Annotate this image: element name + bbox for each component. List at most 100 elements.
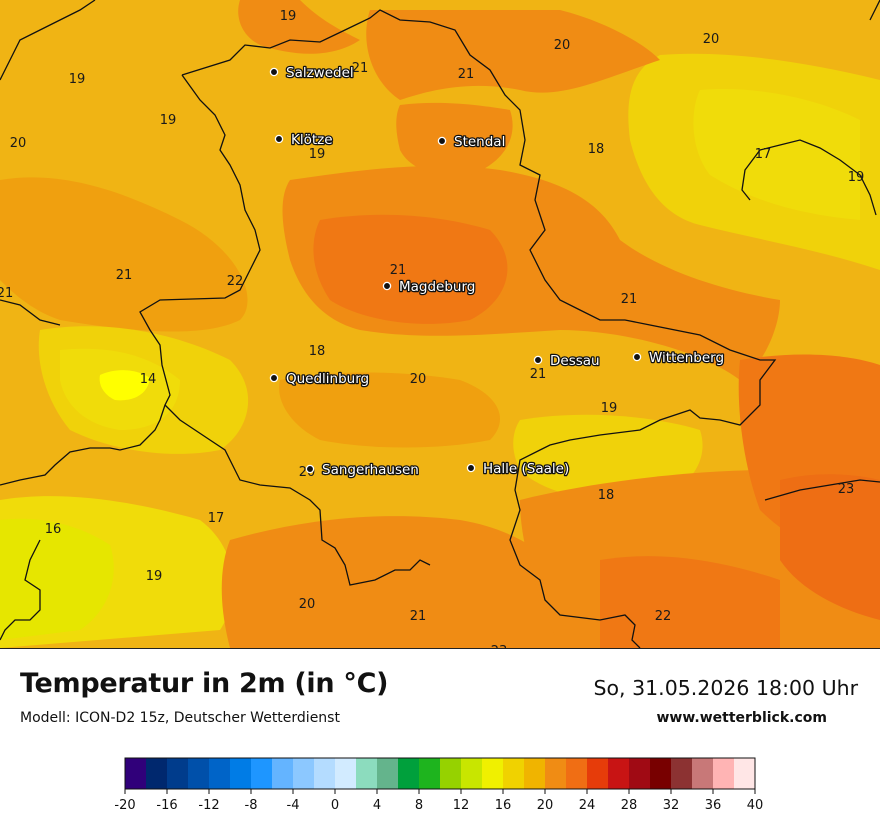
temperature-value: 17 (208, 511, 225, 526)
website-link[interactable]: www.wetterblick.com (656, 710, 828, 726)
temp-zone-t20 (279, 372, 500, 448)
city-marker: Klötze (274, 131, 334, 149)
temperature-value: 18 (309, 344, 326, 359)
temperature-field (0, 0, 880, 648)
legend-tick-label: 8 (415, 798, 423, 813)
legend-color-cell (251, 758, 273, 789)
city-dot (533, 355, 543, 365)
temp-zone-t22 (600, 556, 780, 648)
temperature-value: 23 (491, 644, 508, 648)
temperature-value: 21 (410, 609, 427, 624)
legend-tick-label: 20 (537, 798, 554, 813)
legend-color-cell (335, 758, 357, 789)
city-marker: Magdeburg (382, 278, 477, 296)
legend-color-cell (503, 758, 525, 789)
model-info: Modell: ICON-D2 15z, Deutscher Wetterdie… (20, 710, 340, 726)
temperature-value: 22 (227, 274, 244, 289)
weather-map: 19 19 21 21 20 20 19 20 19 18 17 19 21 21 22 21 21 18 14 20… (0, 0, 880, 649)
temp-zone-t21 (221, 516, 580, 648)
temperature-value: 19 (848, 170, 865, 185)
temperature-value: 17 (755, 147, 772, 162)
city-dot (274, 134, 284, 144)
temp-zone-t23 (780, 474, 880, 620)
city-dot (466, 463, 476, 473)
legend-color-cell (146, 758, 168, 789)
city-label: Sangerhausen (322, 462, 419, 478)
legend-color-cell (230, 758, 252, 789)
city-markers: Salzwedel Klötze Stendal Magdeburg Quedlinbu… (269, 64, 725, 479)
legend-tick-label: -20 (114, 798, 135, 813)
city-label: Halle (Saale) (483, 461, 569, 477)
temperature-value: 19 (601, 401, 618, 416)
legend-color-cell (398, 758, 420, 789)
legend-tick-labels: -20 -16 -12 -8 -4 0 4 8 12 16 20 24 28 32 36 40 (114, 789, 763, 813)
city-dot (269, 67, 279, 77)
temperature-value: 21 (352, 61, 369, 76)
city-dot (305, 464, 315, 474)
city-marker: Quedlinburg (269, 370, 370, 388)
temperature-value: 19 (160, 113, 177, 128)
legend-tick-label: 32 (663, 798, 680, 813)
legend-color-cell (314, 758, 336, 789)
temp-zone-t21 (238, 0, 360, 54)
legend-color-cell (608, 758, 630, 789)
temperature-value: 23 (838, 482, 855, 497)
temp-zone-t17 (693, 89, 860, 220)
temp-zone-t22 (313, 214, 508, 324)
city-marker: Sangerhausen (305, 461, 420, 479)
legend-color-cells (124, 757, 756, 790)
legend-color-cell (692, 758, 714, 789)
legend-tick-label: 4 (373, 798, 381, 813)
temp-zone-t16 (0, 518, 114, 640)
legend-color-cell (587, 758, 609, 789)
city-marker: Salzwedel (269, 64, 355, 82)
temperature-map-svg: 19 19 21 21 20 20 19 20 19 18 17 19 21 21 22 21 21 18 14 20… (0, 0, 880, 648)
legend-color-cell (377, 758, 399, 789)
legend-tick-label: 16 (495, 798, 512, 813)
state-borders (0, 0, 880, 648)
legend-color-cell (440, 758, 462, 789)
legend-color-cell (566, 758, 588, 789)
legend-color-cell (356, 758, 378, 789)
city-dot (632, 352, 642, 362)
legend-tick-label: 24 (579, 798, 596, 813)
temperature-value: 19 (146, 569, 163, 584)
temperature-value: 21 (621, 292, 638, 307)
temperature-value: 21 (530, 367, 547, 382)
city-label: Wittenberg (649, 350, 724, 366)
temperature-value: 21 (0, 286, 13, 301)
legend-tick-label: -16 (156, 798, 177, 813)
temp-zone-t20 (0, 177, 248, 332)
legend-color-cell (461, 758, 483, 789)
city-label: Stendal (454, 134, 505, 150)
temp-zone-t14 (99, 370, 150, 401)
city-label: Magdeburg (399, 279, 475, 295)
temperature-value: 19 (280, 9, 297, 24)
legend-color-cell (671, 758, 693, 789)
color-scale-legend: -20 -16 -12 -8 -4 0 4 8 12 16 20 24 28 32 36 40 (114, 757, 763, 813)
legend-color-cell (629, 758, 651, 789)
temperature-value: 20 (299, 597, 316, 612)
city-dot (382, 281, 392, 291)
city-dot (269, 373, 279, 383)
legend-color-cell (125, 758, 147, 789)
temperature-value: 18 (588, 142, 605, 157)
temp-zone-t21 (396, 102, 513, 177)
city-marker: Wittenberg (632, 349, 725, 367)
temperature-value: 21 (116, 268, 133, 283)
legend-color-cell (650, 758, 672, 789)
city-label: Salzwedel (286, 65, 354, 81)
city-marker: Dessau (533, 352, 601, 370)
temperature-value: 18 (598, 488, 615, 503)
forecast-datetime: So, 31.05.2026 18:00 Uhr (593, 676, 859, 700)
temperature-value: 21 (390, 263, 407, 278)
temperature-value: 20 (703, 32, 720, 47)
legend-frame (124, 757, 756, 790)
city-marker: Stendal (437, 133, 507, 151)
legend-tick-label: 40 (747, 798, 764, 813)
city-dot (437, 136, 447, 146)
legend-tick-label: 0 (331, 798, 339, 813)
legend-color-cell (167, 758, 189, 789)
legend-tick-label: 28 (621, 798, 638, 813)
temperature-value: 16 (45, 522, 62, 537)
